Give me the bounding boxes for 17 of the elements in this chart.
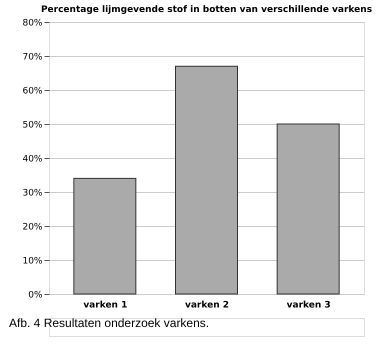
bar <box>276 124 340 294</box>
x-tick-label: varken 1 <box>83 300 128 310</box>
chart-title: Percentage lijmgevende stof in botten van verschillende varkens <box>40 5 372 15</box>
x-tick-label: varken 3 <box>286 300 331 310</box>
y-tick-label: 30% <box>22 188 43 198</box>
y-tick-label: 50% <box>22 120 43 130</box>
y-tick-label: 70% <box>22 52 43 62</box>
y-tick-label: 60% <box>22 86 43 96</box>
bar <box>73 178 136 294</box>
y-tick-label: 80% <box>22 18 43 28</box>
y-tick-label: 0% <box>28 290 43 300</box>
y-tick-label: 20% <box>22 222 43 232</box>
x-tick-label: varken 2 <box>184 300 230 310</box>
y-tick-label: 10% <box>22 256 43 266</box>
text: Afb. 4 Resultaten onderzoek varkens. <box>9 316 210 330</box>
y-tick-label: 40% <box>22 154 43 164</box>
bar <box>175 66 238 294</box>
